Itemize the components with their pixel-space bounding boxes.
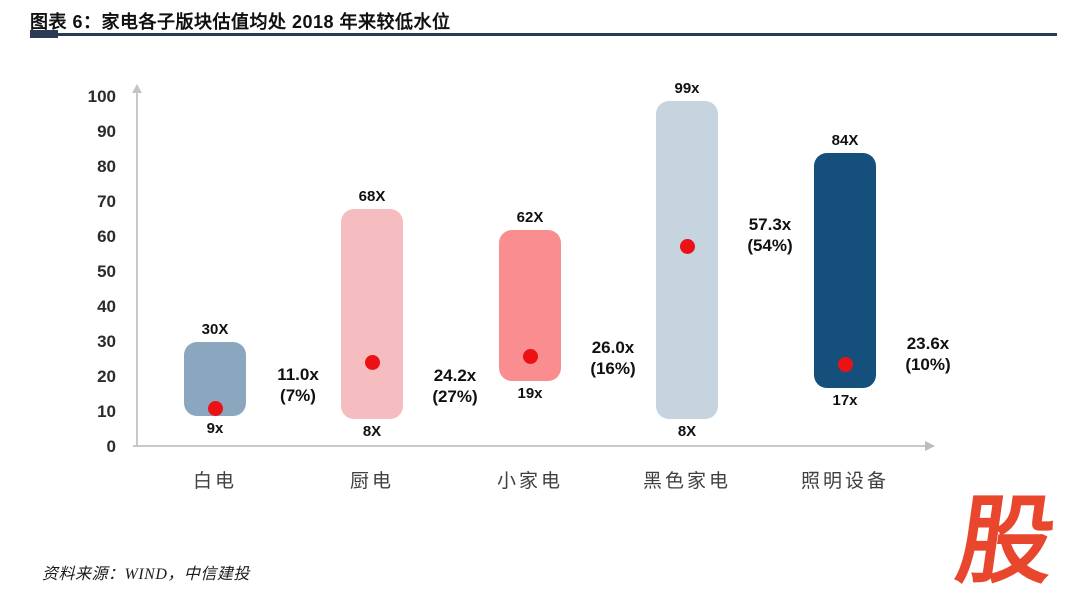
current-multiple-text: 57.3x bbox=[748, 215, 792, 235]
range-bar bbox=[656, 100, 718, 419]
x-axis-line bbox=[133, 445, 925, 447]
current-value-annotation: 24.2x (27%) bbox=[416, 365, 494, 407]
current-value-annotation: 23.6x (10%) bbox=[889, 333, 967, 375]
y-tick-label: 50 bbox=[97, 262, 116, 281]
current-marker-dot bbox=[364, 354, 380, 370]
current-marker-dot bbox=[679, 238, 695, 254]
y-axis-line bbox=[136, 92, 138, 447]
x-axis-arrow-icon bbox=[925, 441, 935, 451]
current-multiple-text: 24.2x bbox=[433, 366, 477, 386]
category-label: 白电 bbox=[192, 471, 237, 492]
current-marker-dot bbox=[207, 401, 223, 416]
min-value-label: 17x bbox=[832, 391, 858, 409]
percentile-text: (27%) bbox=[432, 387, 478, 407]
brand-logo: 股 bbox=[950, 488, 1062, 595]
y-tick-label: 90 bbox=[97, 122, 116, 141]
percentile-text: (54%) bbox=[747, 236, 793, 256]
y-tick-label: 40 bbox=[97, 297, 116, 316]
y-tick-label: 0 bbox=[106, 437, 116, 456]
title-divider bbox=[30, 33, 1057, 36]
percentile-text: (16%) bbox=[590, 359, 636, 378]
y-tick-label: 100 bbox=[87, 87, 116, 106]
percentile-text: (10%) bbox=[905, 355, 951, 375]
title-divider-accent bbox=[30, 30, 58, 38]
percentile-text: (7%) bbox=[280, 385, 316, 405]
current-multiple-text: 11.0x bbox=[277, 364, 319, 384]
chart-title: 图表 6：家电各子版块估值均处 2018 年来较低水位 bbox=[30, 12, 451, 32]
y-tick-label: 10 bbox=[97, 402, 116, 421]
y-tick-label: 20 bbox=[97, 367, 116, 386]
current-value-annotation: 11.0x (7%) bbox=[259, 364, 337, 406]
range-bar bbox=[341, 209, 403, 419]
y-tick-label: 70 bbox=[97, 192, 116, 211]
current-multiple-text: 26.0x bbox=[591, 338, 635, 357]
y-tick-label: 30 bbox=[97, 332, 116, 351]
category-label: 照明设备 bbox=[800, 471, 889, 492]
range-bar bbox=[814, 153, 876, 388]
max-value-label: 84X bbox=[831, 132, 859, 149]
current-value-annotation: 26.0x (16%) bbox=[574, 337, 652, 379]
current-marker-dot bbox=[522, 348, 538, 364]
category-label: 黑色家电 bbox=[642, 471, 731, 492]
max-value-label: 68X bbox=[358, 188, 386, 205]
max-value-label: 99x bbox=[674, 79, 700, 97]
y-tick-label: 80 bbox=[97, 157, 116, 176]
current-value-annotation: 57.3x (54%) bbox=[731, 214, 809, 256]
current-multiple-text: 23.6x bbox=[906, 334, 950, 354]
y-axis-arrow-icon bbox=[132, 84, 142, 93]
category-label: 厨电 bbox=[349, 471, 394, 492]
source-note: 资料来源：WIND，中信建投 bbox=[42, 566, 250, 583]
min-value-label: 8X bbox=[362, 423, 382, 440]
min-value-label: 19x bbox=[517, 384, 543, 402]
chart-plot-area: 0 10 20 30 40 50 60 70 80 90 100 30X 9x 11.0x (7%) 白电 68… bbox=[87, 79, 967, 493]
category-label: 小家电 bbox=[496, 471, 563, 492]
max-value-label: 62X bbox=[516, 209, 544, 226]
min-value-label: 8X bbox=[677, 423, 697, 440]
max-value-label: 30X bbox=[201, 321, 229, 338]
min-value-label: 9x bbox=[206, 419, 224, 437]
y-tick-label: 60 bbox=[97, 227, 116, 246]
current-marker-dot bbox=[837, 356, 853, 372]
